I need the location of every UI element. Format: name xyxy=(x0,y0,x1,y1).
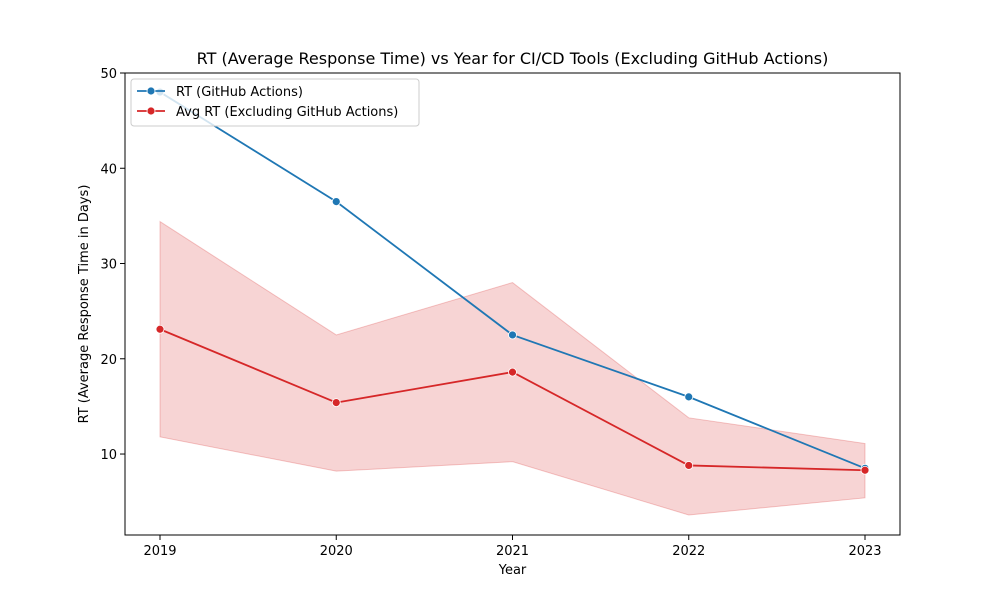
x-tick-label: 2019 xyxy=(143,544,176,559)
chart-legend: RT (GitHub Actions) Avg RT (Excluding Git… xyxy=(130,78,420,127)
y-tick-label: 20 xyxy=(100,353,117,368)
data-point xyxy=(331,398,341,407)
x-axis-ticks: 2019 2020 2021 2022 2023 xyxy=(143,535,882,559)
x-tick-label: 2021 xyxy=(496,544,529,559)
x-tick-label: 2022 xyxy=(672,544,705,559)
x-tick-label: 2020 xyxy=(320,544,353,559)
data-point xyxy=(860,465,870,475)
x-tick-label: 2023 xyxy=(848,544,881,559)
data-point xyxy=(155,324,165,334)
data-point xyxy=(684,392,694,402)
data-point xyxy=(684,461,694,470)
y-tick-label: 50 xyxy=(100,67,117,82)
data-point xyxy=(508,330,517,340)
chart-title: RT (Average Response Time) vs Year for C… xyxy=(197,49,829,68)
data-point xyxy=(331,197,341,206)
y-tick-label: 30 xyxy=(100,258,117,273)
y-axis-ticks: 10 20 30 40 50 xyxy=(100,67,125,463)
legend-marker-swatch xyxy=(146,106,156,116)
y-tick-label: 40 xyxy=(100,162,117,177)
legend-label: Avg RT (Excluding GitHub Actions) xyxy=(176,105,398,120)
x-axis-label: Year xyxy=(498,563,527,578)
y-tick-label: 10 xyxy=(100,448,117,463)
data-point xyxy=(508,367,517,377)
legend-box xyxy=(130,78,420,127)
legend-label: RT (GitHub Actions) xyxy=(176,85,303,100)
y-axis-label: RT (Average Response Time in Days) xyxy=(77,185,92,424)
legend-marker-swatch xyxy=(146,86,156,96)
